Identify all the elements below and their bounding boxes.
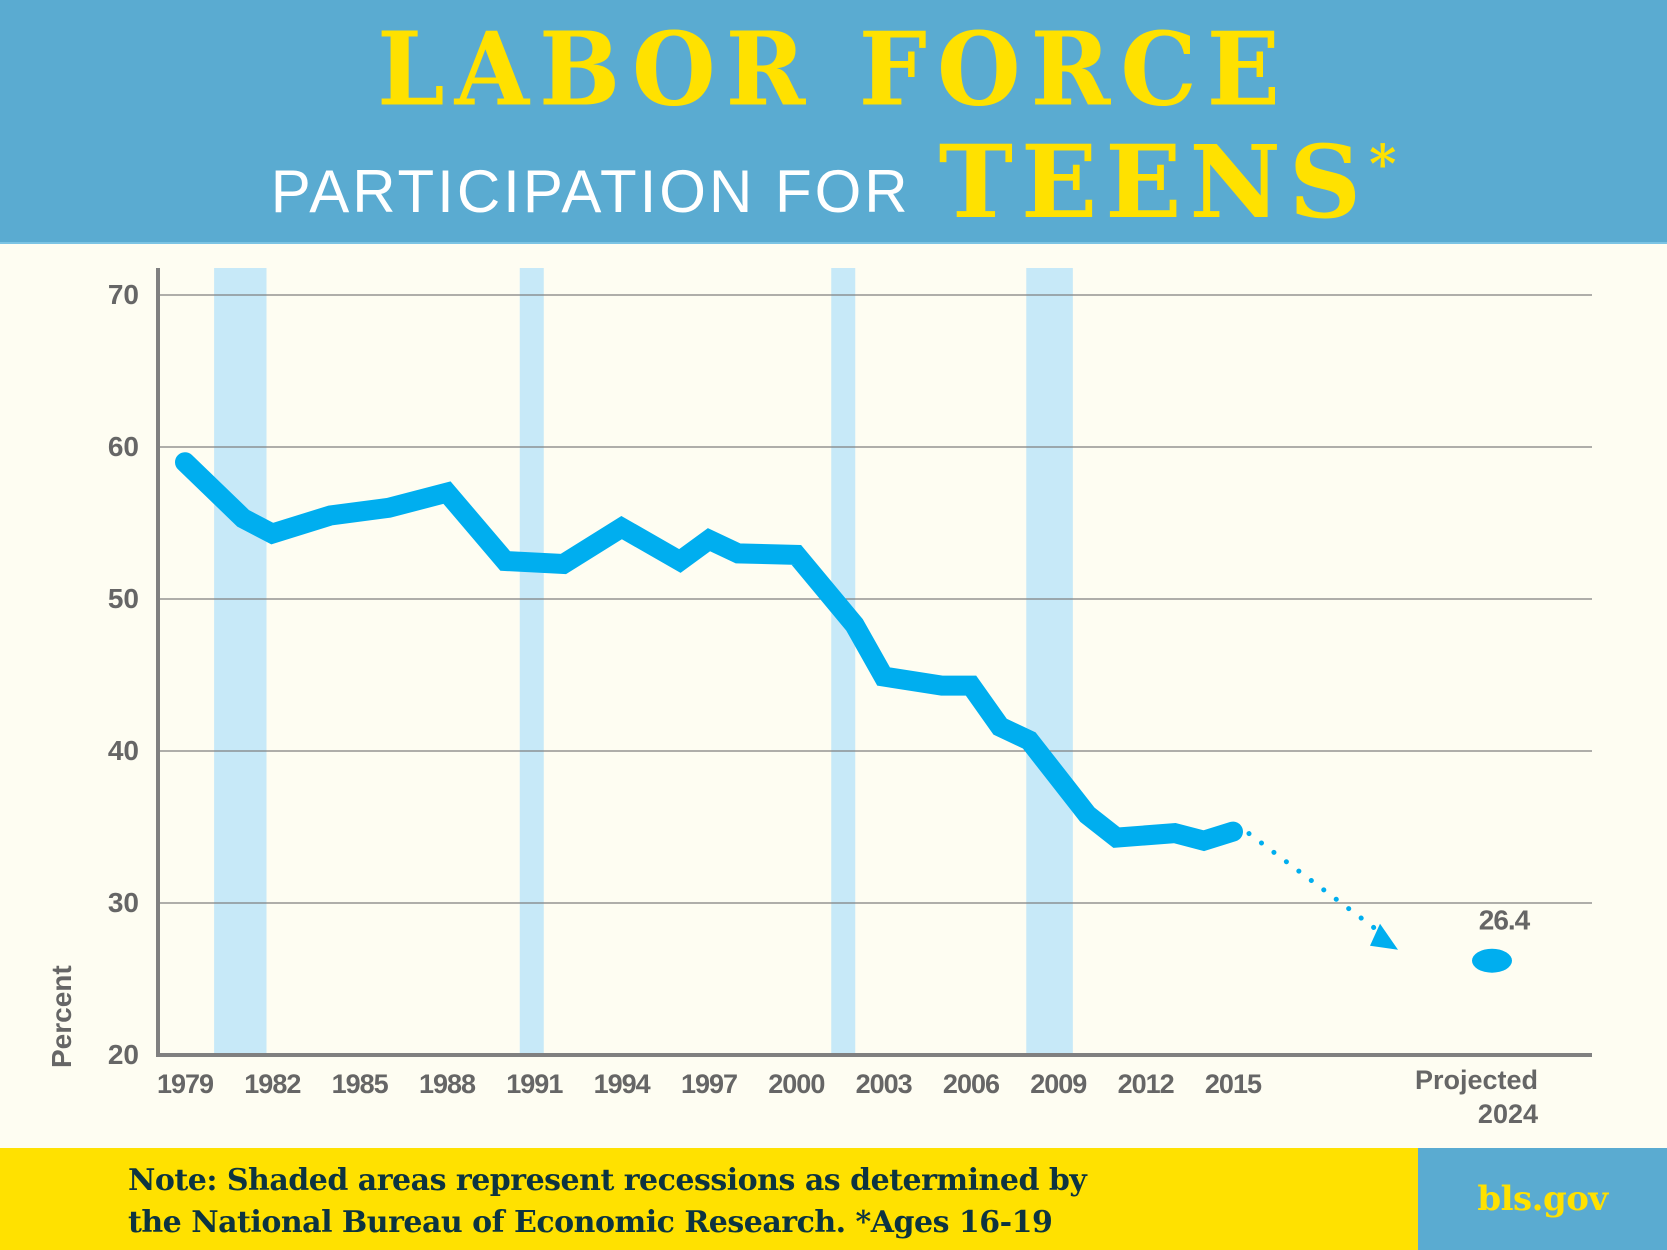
x-tick-label: 1982: [244, 1069, 300, 1099]
y-tick-label: 50: [108, 583, 139, 614]
x-tick-label: 2009: [1030, 1069, 1087, 1099]
projection: 26.4: [1246, 831, 1532, 973]
y-tick-label: 60: [108, 431, 139, 462]
y-tick-label: 20: [108, 1039, 139, 1070]
x-tick-label: 1994: [594, 1069, 651, 1099]
recession-band: [1026, 268, 1073, 1055]
x-tick-label: 2012: [1118, 1069, 1174, 1099]
data-series: [175, 452, 1243, 852]
projected-value-label: 26.4: [1479, 905, 1531, 936]
gridlines: [158, 294, 1592, 904]
x-tick-label: 2015: [1205, 1069, 1262, 1099]
header-banner: LABOR FORCE PARTICIPATION FOR TEENS *: [0, 0, 1667, 244]
projected-year-label: 2024: [1478, 1099, 1538, 1129]
title-labor-force: LABOR FORCE: [377, 10, 1290, 129]
x-axis-tick-labels: 1979 1982 1985 1988 1991 1994 1997 2000 2003 2006…: [157, 1065, 1538, 1129]
series-line: [175, 452, 1243, 852]
x-tick-label: 1988: [419, 1069, 476, 1099]
title-line2: PARTICIPATION FOR TEENS *: [0, 132, 1667, 232]
y-tick-label: 30: [108, 887, 139, 918]
y-tick-label: 70: [108, 279, 139, 310]
y-axis-tick-labels: 20 30 40 50 60 70: [108, 279, 139, 1070]
note-line-2: the National Bureau of Economic Research…: [128, 1205, 1053, 1240]
line-chart: 20 30 40 50 60 70 1979 1982 1985 1988 1991 1994 199…: [46, 268, 1592, 1129]
x-tick-label: 1991: [506, 1069, 563, 1099]
note-text: Note: Shaded areas represent recessions …: [128, 1160, 1388, 1244]
x-tick-label: 2000: [768, 1069, 824, 1099]
x-tick-label: 2006: [943, 1069, 1000, 1099]
title-teens: TEENS: [938, 123, 1370, 241]
brand-link[interactable]: bls.gov: [1477, 1179, 1608, 1219]
title-asterisk: *: [1369, 134, 1397, 195]
y-axis-title: Percent: [46, 965, 77, 1068]
footer-note: Note: Shaded areas represent recessions …: [0, 1148, 1418, 1250]
arrowhead-icon: [1370, 923, 1398, 950]
y-tick-label: 40: [108, 735, 139, 766]
recession-band: [519, 268, 544, 1055]
projected-label: Projected: [1415, 1065, 1538, 1095]
footer-brand: bls.gov: [1418, 1148, 1667, 1250]
x-tick-label: 2003: [856, 1069, 913, 1099]
x-tick-label: 1985: [332, 1069, 389, 1099]
x-tick-label: 1979: [157, 1069, 214, 1099]
recession-bands: [214, 268, 1073, 1055]
axes: [156, 268, 1592, 1057]
recession-band: [831, 268, 856, 1055]
projection-dotted-line: [1246, 831, 1385, 937]
projected-point: [1472, 948, 1512, 973]
recession-band: [214, 268, 267, 1055]
title-participation-for: PARTICIPATION FOR: [270, 158, 911, 225]
note-line-1: Note: Shaded areas represent recessions …: [128, 1163, 1087, 1198]
x-tick-label: 1997: [681, 1069, 737, 1099]
